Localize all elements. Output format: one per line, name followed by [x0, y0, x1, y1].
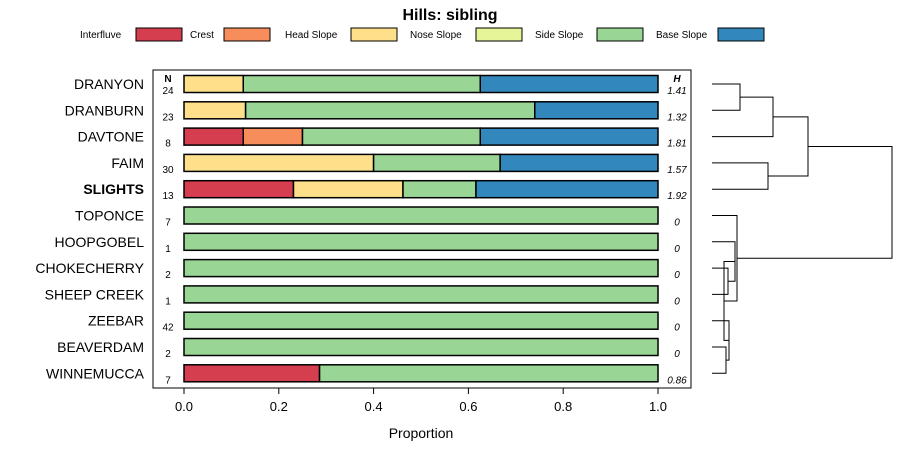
- row-label: TOPONCE: [75, 208, 144, 224]
- dendrogram-link: [768, 116, 809, 177]
- row-label: ZEEBAR: [88, 313, 144, 329]
- bar-segment: [183, 206, 659, 225]
- plot-frame: [152, 69, 692, 389]
- legend-swatch: [596, 27, 644, 42]
- chart-title: Hills: sibling: [402, 7, 497, 24]
- row-label: DRANBURN: [65, 102, 144, 118]
- legend-label: Base Slope: [656, 30, 708, 41]
- row-label: HOOPGOBEL: [55, 234, 145, 250]
- bar-segment: [183, 74, 244, 94]
- row-label: WINNEMUCCA: [46, 365, 145, 381]
- bar-segment: [318, 364, 659, 383]
- dendrogram-link: [712, 267, 729, 295]
- bar-segment: [475, 179, 659, 199]
- row-h-value: 0: [674, 323, 680, 334]
- row-h-value: 0: [674, 296, 680, 307]
- bar-segment: [499, 153, 659, 173]
- row-n-value: 7: [165, 375, 171, 386]
- row-label: BEAVERDAM: [57, 339, 144, 355]
- row-label: CHOKECHERRY: [35, 260, 144, 276]
- bar-segment: [183, 232, 659, 252]
- bar-segment: [242, 74, 481, 94]
- legend-label: Head Slope: [285, 30, 338, 41]
- legend-label: Nose Slope: [410, 30, 462, 41]
- bar-segment: [372, 153, 501, 173]
- row-label: FAIM: [111, 155, 144, 171]
- bar-segment: [183, 101, 247, 120]
- legend-swatch: [135, 27, 183, 42]
- bar-segment: [183, 127, 244, 146]
- row-h-value: 0: [674, 349, 680, 360]
- row-n-value: 30: [162, 165, 174, 176]
- row-label: DRANYON: [74, 76, 144, 92]
- row-n-value: 1: [165, 296, 171, 307]
- x-axis: 0.0 0.2 0.4 0.6 0.8 1.0: [175, 388, 667, 414]
- bar-segment: [183, 285, 659, 304]
- legend-label: Side Slope: [535, 30, 584, 41]
- legend-swatch: [717, 27, 765, 42]
- n-column-header: N: [164, 74, 171, 85]
- bar-segment: [183, 153, 375, 173]
- row-n-value: 23: [162, 112, 174, 123]
- legend-swatch: [350, 27, 398, 42]
- row-n-value: 13: [162, 191, 174, 202]
- dendrogram: [712, 83, 893, 374]
- bar-segment: [534, 101, 659, 120]
- x-tick-label: 0.0: [175, 399, 193, 414]
- row-n-value: 2: [165, 270, 171, 281]
- bar-segment: [183, 337, 659, 357]
- bar-segment: [292, 179, 404, 199]
- row-h-value: 0: [674, 244, 680, 255]
- row-n-value: 1: [165, 244, 171, 255]
- x-tick-label: 1.0: [649, 399, 667, 414]
- row-h-value: 1.57: [667, 165, 687, 176]
- x-tick-label: 0.4: [365, 399, 383, 414]
- x-axis-label: Proportion: [389, 425, 454, 441]
- bar-segment: [183, 311, 659, 330]
- legend-label: Crest: [190, 30, 214, 41]
- row-h-value: 0: [674, 218, 680, 229]
- bar-segment: [402, 179, 477, 199]
- legend: Interfluve Crest Head Slope Nose Slope Side …: [80, 27, 765, 42]
- dendrogram-link: [737, 145, 893, 259]
- dendrogram-link: [712, 346, 727, 374]
- row-n-value: 7: [165, 218, 171, 229]
- bar-segment: [301, 127, 481, 146]
- x-tick-label: 0.6: [459, 399, 477, 414]
- h-column-header: H: [673, 74, 681, 85]
- row-h-value: 0: [674, 270, 680, 281]
- row-h-value: 1.81: [667, 139, 686, 150]
- bar-segment: [183, 179, 295, 199]
- bar-segment: [479, 127, 659, 146]
- dendrogram-link: [712, 162, 769, 190]
- row-h-value: 0.86: [667, 375, 687, 386]
- row-h-value: 1.32: [667, 112, 687, 123]
- row-h-value: 1.92: [667, 191, 687, 202]
- x-tick-label: 0.8: [554, 399, 572, 414]
- row-n-value: 2: [165, 349, 171, 360]
- bar-segment: [479, 74, 659, 94]
- legend-label: Interfluve: [80, 30, 122, 41]
- row-n-value: 24: [162, 86, 174, 97]
- x-tick-label: 0.2: [270, 399, 288, 414]
- row-label: DAVTONE: [78, 129, 144, 145]
- dendrogram-link: [712, 96, 774, 138]
- legend-swatch: [475, 27, 523, 42]
- bar-segment: [183, 364, 321, 383]
- bar-rows: DRANYON 24 1.41 DRANBURN 23 1.32 DAVTONE 8 1.81 F…: [35, 74, 687, 386]
- row-h-value: 1.41: [667, 86, 686, 97]
- dendrogram-link: [712, 83, 741, 111]
- row-n-value: 8: [165, 139, 171, 150]
- bar-segment: [183, 258, 659, 278]
- row-label: SHEEP CREEK: [45, 286, 145, 302]
- row-n-value: 42: [162, 323, 174, 334]
- row-label: SLIGHTS: [83, 181, 144, 197]
- bar-segment: [244, 101, 536, 120]
- bar-segment: [242, 127, 304, 146]
- legend-swatch: [223, 27, 271, 42]
